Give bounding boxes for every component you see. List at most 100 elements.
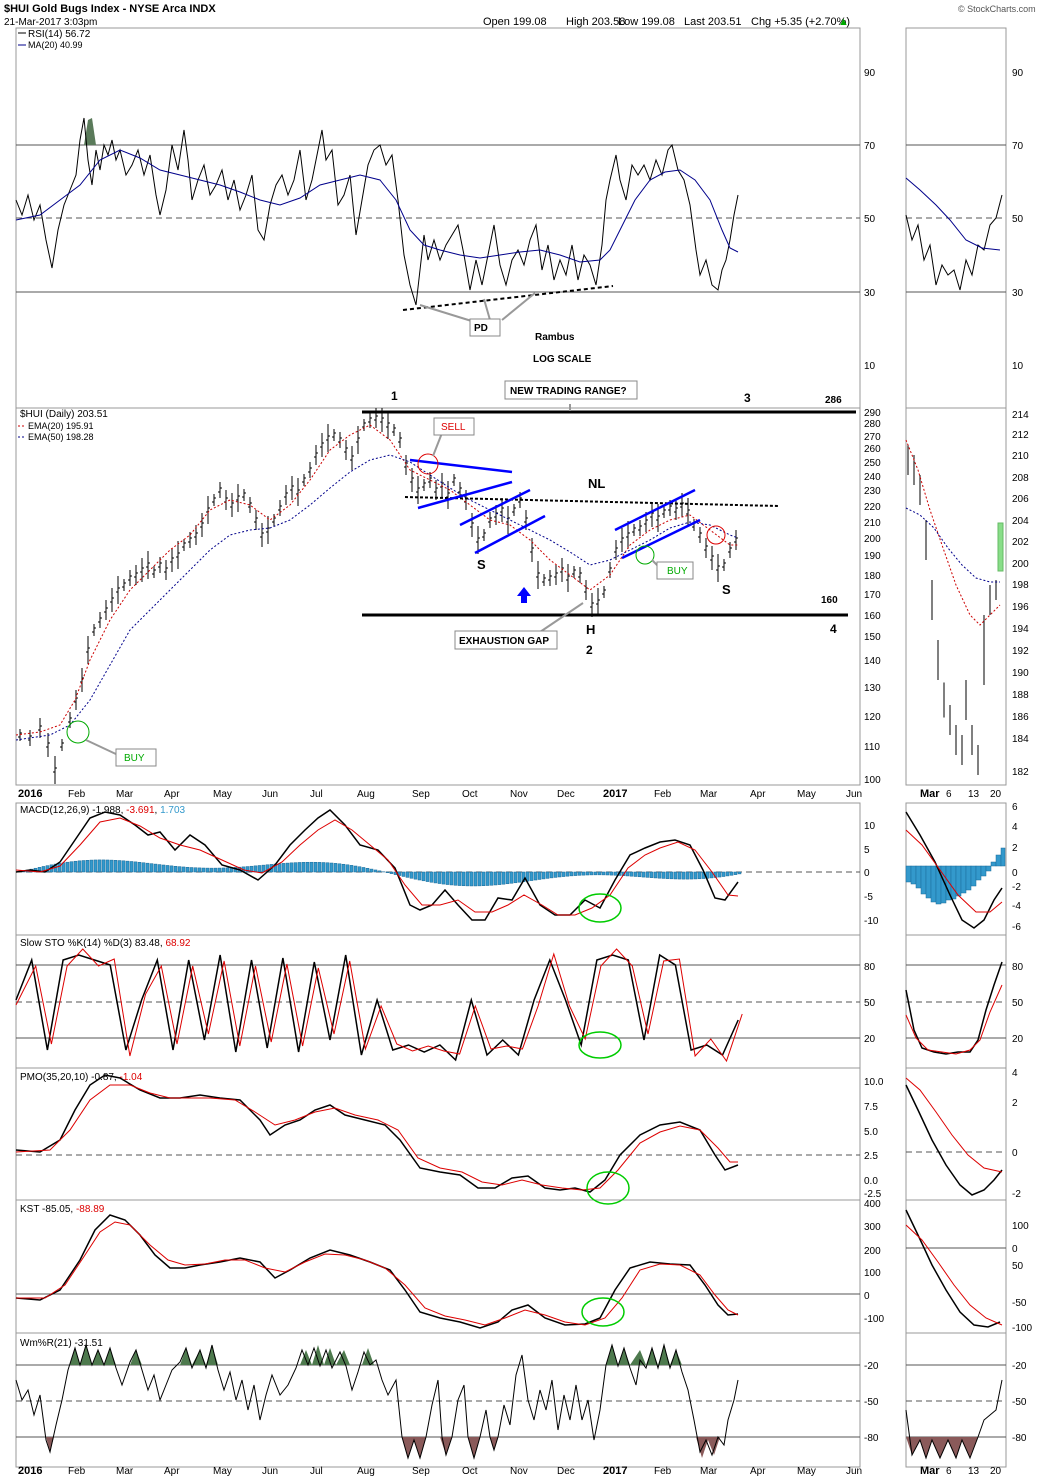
price-bar bbox=[722, 559, 726, 571]
price-bar bbox=[422, 479, 426, 491]
macd-hist-bar bbox=[97, 859, 102, 873]
price-bar bbox=[542, 574, 546, 586]
price-zoom-y-tick: 200 bbox=[1012, 559, 1029, 570]
macd-hist-bar bbox=[433, 871, 438, 884]
zoom-x-tick-label: Mar bbox=[920, 1465, 940, 1477]
macd-hist-bar bbox=[313, 862, 318, 873]
rsi-zoom-y-tick: 50 bbox=[1012, 214, 1024, 225]
macd-hist-bar bbox=[389, 871, 394, 874]
price-bar bbox=[302, 474, 306, 486]
price-bar bbox=[326, 424, 330, 452]
price-bar bbox=[428, 472, 432, 488]
price-bar bbox=[614, 540, 618, 560]
macd-hist-bar bbox=[145, 862, 150, 873]
price-bar bbox=[182, 539, 186, 551]
rsi-zoom-y-tick: 90 bbox=[1012, 68, 1024, 79]
macd-hist-bar bbox=[245, 866, 250, 873]
label-286: 286 bbox=[825, 395, 842, 406]
macd-hist-bar bbox=[509, 871, 514, 884]
price-zoom-y-tick: 188 bbox=[1012, 690, 1029, 701]
pmo-zoom-y-tick: 2 bbox=[1012, 1098, 1018, 1109]
price-bar bbox=[60, 739, 64, 751]
price-bar bbox=[530, 538, 534, 562]
macd-hist-bar bbox=[405, 871, 410, 878]
macd-zoom-y-tick: -6 bbox=[1012, 922, 1021, 933]
rsi-zoom-y-tick: 70 bbox=[1012, 141, 1024, 152]
price-bar bbox=[434, 480, 438, 500]
wmr-panel: Wm%R(21) -31.51 bbox=[15, 1338, 1006, 1460]
price-y-tick: 240 bbox=[864, 472, 881, 483]
macd-hist-bar bbox=[605, 871, 610, 876]
x-tick-label: Apr bbox=[164, 1466, 180, 1477]
price-y-tick: 250 bbox=[864, 458, 881, 469]
price-bar bbox=[320, 433, 324, 457]
macd-hist-bar bbox=[141, 862, 146, 873]
rsi-panel: PD Rambus LOG SCALE RSI(14) 56.72 MA(20)… bbox=[15, 29, 1006, 365]
zoom-ema20 bbox=[905, 439, 1001, 626]
rsi-ma-line bbox=[15, 149, 739, 263]
price-bar bbox=[80, 668, 84, 692]
x-tick-label: Aug bbox=[357, 789, 375, 800]
price-bar bbox=[362, 419, 366, 431]
macd-hist-bar bbox=[537, 871, 542, 880]
price-y-tick: 110 bbox=[864, 742, 880, 753]
macd-hist-bar bbox=[513, 871, 518, 884]
macd-hist-bar bbox=[317, 862, 322, 873]
macd-hist-bar bbox=[177, 866, 182, 873]
macd-hist-bar bbox=[429, 871, 434, 883]
quote-chg: Chg +5.35 (+2.70%) bbox=[751, 16, 850, 28]
price-bar bbox=[212, 494, 216, 506]
price-bar bbox=[146, 551, 150, 579]
wm-zoom-y-tick: -80 bbox=[1012, 1433, 1027, 1444]
sto-zoom-y-tick: 50 bbox=[1012, 998, 1024, 1009]
price-bar bbox=[512, 504, 516, 516]
price-y-tick: 270 bbox=[864, 432, 881, 443]
price-bar bbox=[140, 558, 144, 582]
rsi-zoom-ma bbox=[905, 177, 1001, 251]
price-bar bbox=[254, 510, 258, 530]
macd-hist-bar bbox=[117, 860, 122, 873]
price-bar bbox=[686, 498, 690, 526]
macd-hist-bar bbox=[569, 871, 574, 877]
price-bar bbox=[716, 554, 720, 582]
price-bar bbox=[728, 542, 732, 558]
macd-hist-bar bbox=[105, 859, 110, 873]
macd-hist-bar bbox=[697, 871, 702, 880]
macd-hist-bar bbox=[645, 871, 650, 878]
kst-zoom-y-tick: 100 bbox=[1012, 1221, 1029, 1232]
up-arrow-icon: ▲ bbox=[838, 16, 849, 28]
exhaustion-label: EXHAUSTION GAP bbox=[459, 636, 549, 647]
macd-hist-bar bbox=[421, 871, 426, 882]
price-bar bbox=[416, 476, 420, 504]
rsi-y-tick: 70 bbox=[864, 141, 876, 152]
x-tick-label: 2017 bbox=[603, 788, 627, 800]
sto-y-tick: 20 bbox=[864, 1034, 876, 1045]
sto-zoom-d bbox=[905, 984, 1003, 1055]
price-bar bbox=[248, 497, 252, 513]
macd-hist-bar bbox=[181, 866, 186, 873]
macd-hist-bar bbox=[341, 863, 346, 873]
macd-hist-bar bbox=[465, 871, 470, 887]
macd-hist-bar bbox=[477, 871, 482, 887]
price-bar bbox=[104, 600, 108, 620]
price-bar bbox=[392, 424, 396, 436]
price-bar bbox=[698, 527, 702, 543]
x-tick-label: Oct bbox=[462, 1466, 478, 1477]
x-tick-label: Jun bbox=[262, 789, 278, 800]
buy-circle-1-icon bbox=[635, 545, 655, 565]
macd-hist-bar bbox=[593, 871, 598, 876]
macd-zoom-y-tick: 0 bbox=[1012, 868, 1018, 879]
price-bar bbox=[506, 506, 510, 534]
macd-hist-bar bbox=[113, 860, 118, 873]
buy-circle-2-icon bbox=[66, 720, 90, 744]
price-bar bbox=[692, 519, 696, 531]
axis-labels: 9070503010907050301029028027026025024023… bbox=[18, 0, 1032, 1477]
sell-circle-icon bbox=[417, 453, 439, 475]
macd-zoom-hist bbox=[905, 847, 1006, 905]
macd-hist-bar bbox=[437, 871, 442, 884]
zoom-ema50 bbox=[905, 507, 1000, 583]
x-tick-label: Jul bbox=[310, 789, 323, 800]
price-y-tick: 260 bbox=[864, 444, 881, 455]
kst-legend: KST -85.05, -88.89 bbox=[20, 1204, 105, 1215]
blue-up-arrow-icon bbox=[517, 587, 531, 603]
